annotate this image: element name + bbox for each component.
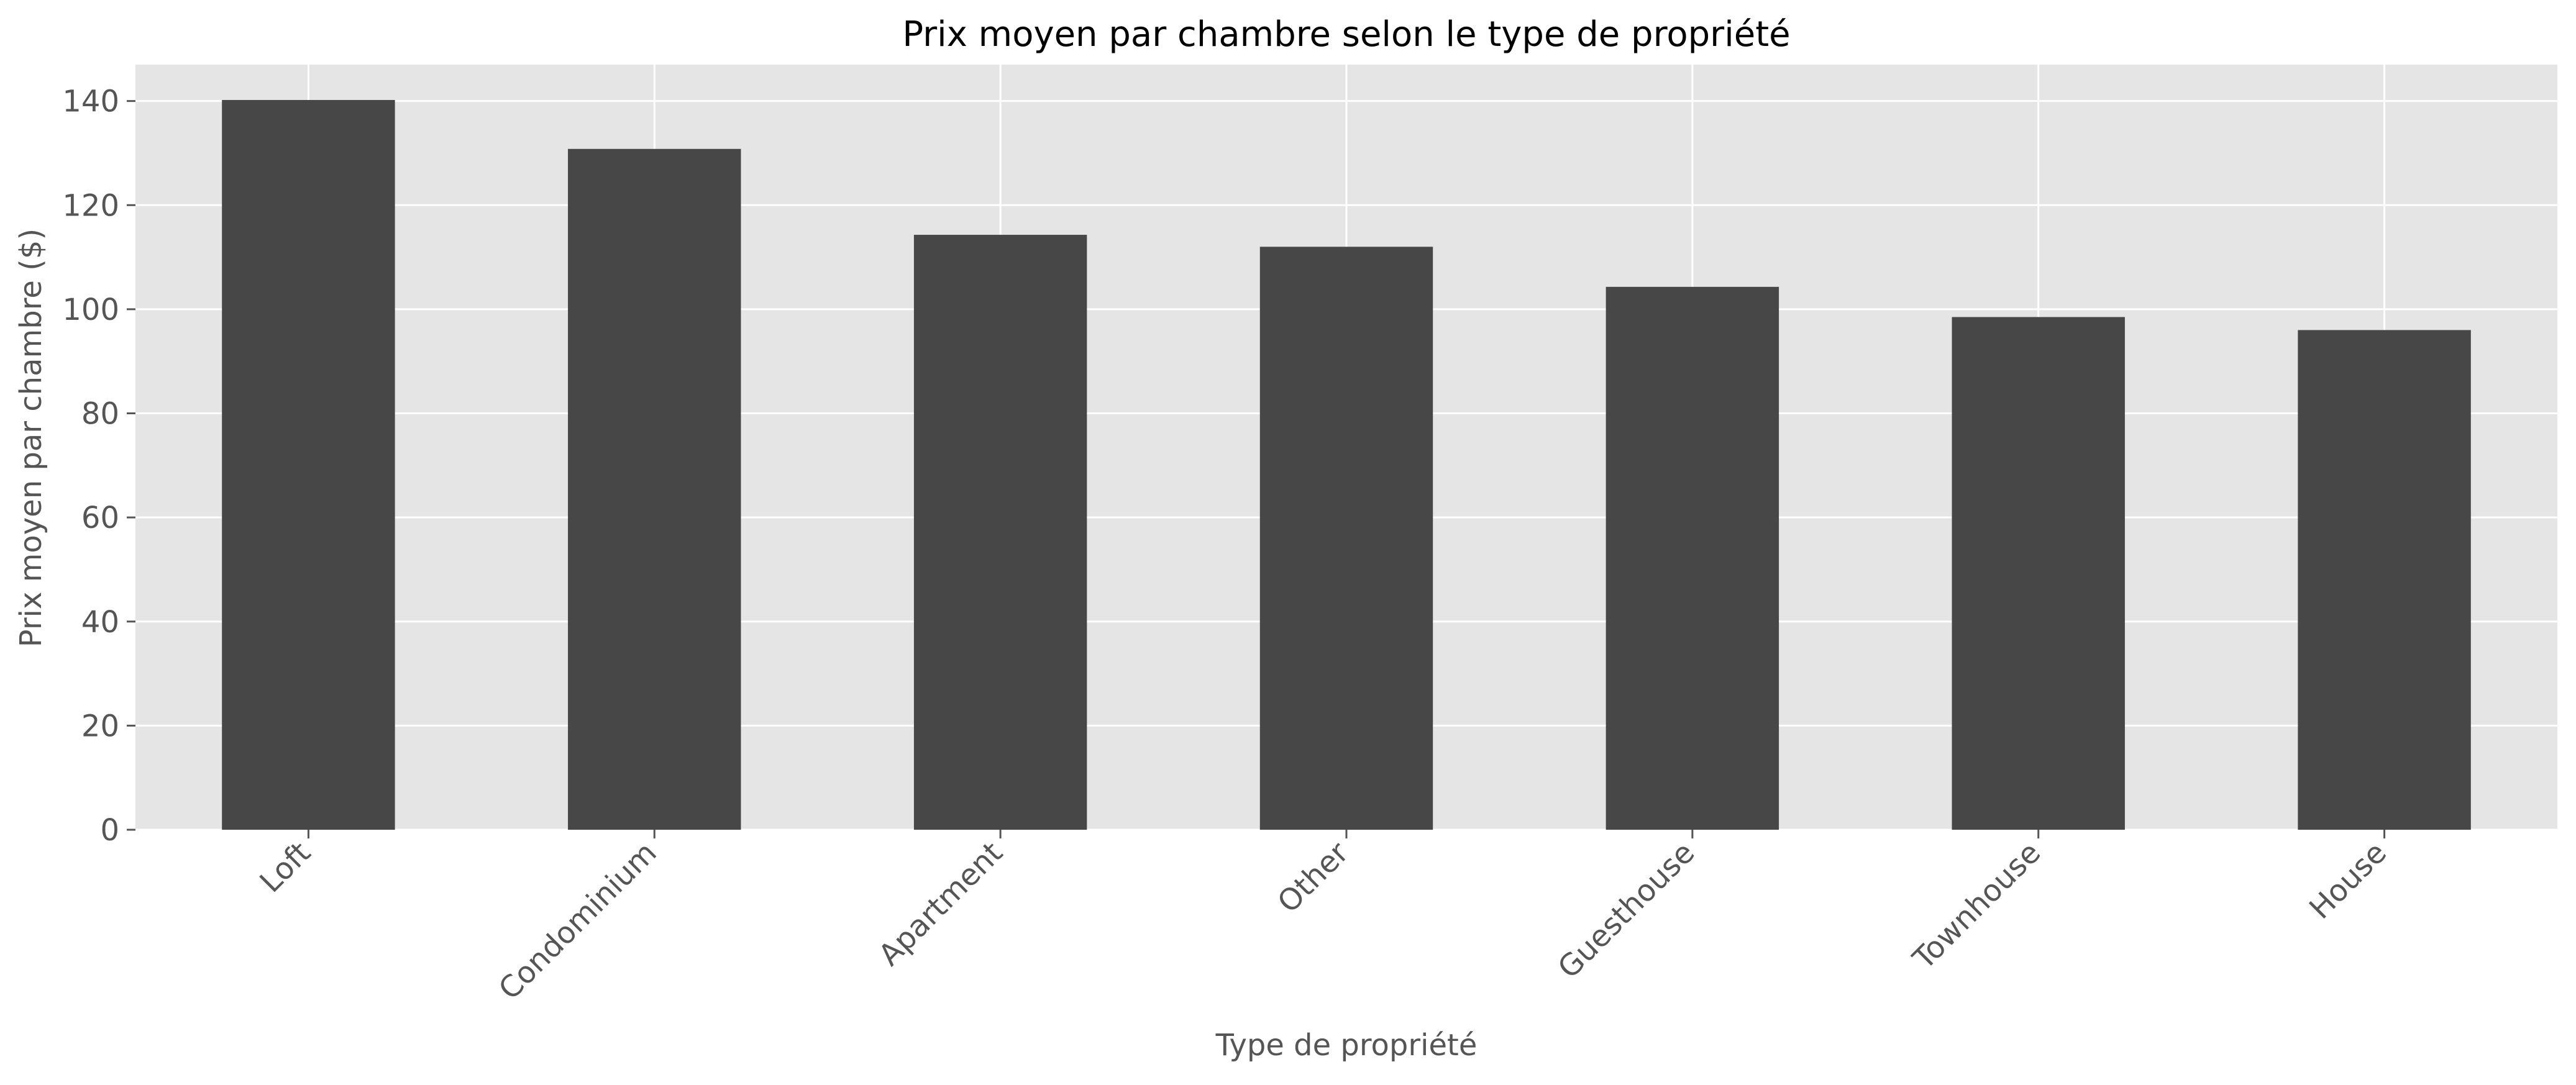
y-tick-label: 140	[62, 84, 119, 119]
bar-condominium	[568, 148, 741, 830]
x-tick-label: Condominium	[492, 835, 664, 1007]
x-tick-label: Apartment	[872, 835, 1009, 973]
bar-townhouse	[1952, 317, 2125, 830]
bar-apartment	[913, 235, 1087, 830]
y-axis-label: Prix moyen par chambre ($)	[14, 229, 48, 647]
x-tick-label: Loft	[253, 835, 317, 899]
bar-guesthouse	[1605, 286, 1779, 830]
chart-title: Prix moyen par chambre selon le type de …	[902, 14, 1790, 55]
y-tick-label: 0	[100, 813, 119, 848]
bar-loft	[222, 99, 395, 830]
x-axis-label: Type de propriété	[1215, 1028, 1478, 1063]
y-tick-label: 60	[81, 501, 119, 535]
y-tick-label: 40	[81, 605, 119, 640]
y-tick-label: 80	[81, 397, 119, 432]
y-tick-label: 100	[62, 293, 119, 327]
x-tick-label: Other	[1271, 835, 1356, 920]
x-tick-label: House	[2303, 835, 2393, 926]
bar-other	[1259, 247, 1433, 830]
x-tick-label: Townhouse	[1906, 835, 2048, 977]
plot-area: 0 20 40 60 80 100 120 140 Loft Condominium Apartme…	[62, 65, 2557, 1007]
x-tick-label: Guesthouse	[1551, 835, 1702, 986]
y-tick-label: 20	[81, 709, 119, 743]
y-tick-label: 120	[62, 188, 119, 223]
bar-house	[2298, 330, 2471, 830]
